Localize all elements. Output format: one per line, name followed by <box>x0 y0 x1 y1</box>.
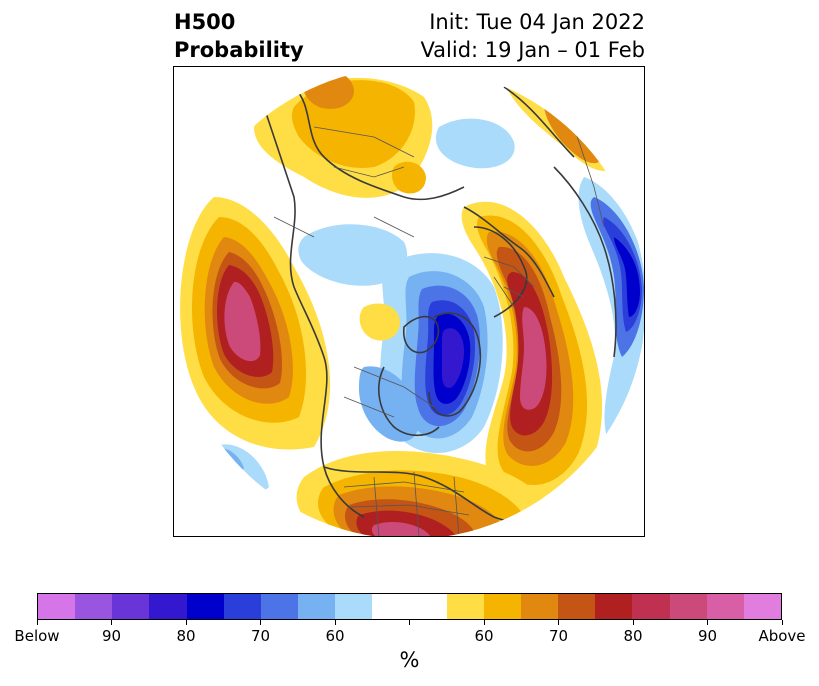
colorbar-tick-label: 90 <box>697 627 718 645</box>
warm-region-south <box>371 522 431 536</box>
warm-region-west <box>224 281 261 362</box>
colorbar-swatch <box>632 594 670 619</box>
colorbar-tick-label: Below <box>14 627 60 645</box>
warm-region-center <box>359 303 400 341</box>
valid-range: Valid: 19 Jan – 01 Feb <box>420 38 645 62</box>
colorbar-swatch <box>483 594 522 619</box>
colorbar-tick <box>483 620 485 625</box>
colorbar-tick-label: Above <box>758 627 806 645</box>
country-borders <box>273 126 605 536</box>
colorbar-tick-label: 80 <box>176 627 196 645</box>
map-panel <box>173 66 645 537</box>
colorbar-tick <box>334 620 336 625</box>
cold-region-central-south <box>359 366 420 442</box>
colorbar-tick <box>36 620 38 625</box>
colorbar <box>37 593 782 620</box>
cold-region-east <box>614 237 640 317</box>
colorbar-tick-label: 60 <box>325 627 345 645</box>
colorbar-swatch <box>669 594 707 619</box>
title-right: Init: Tue 04 Jan 2022 Valid: 19 Jan – 01… <box>420 8 645 64</box>
cold-region-west <box>298 224 408 286</box>
colorbar-tick-label: 60 <box>474 627 494 645</box>
colorbar-tick-label: 70 <box>250 627 271 645</box>
colorbar-swatch <box>260 594 299 619</box>
colorbar-swatch <box>446 594 484 619</box>
warm-region-northeast <box>544 107 599 164</box>
title-left: H500 Probability <box>174 8 304 64</box>
colorbar-swatch <box>112 594 150 619</box>
colorbar-tick <box>781 620 783 625</box>
colorbar-tick <box>185 620 187 625</box>
colorbar-swatch <box>743 594 782 619</box>
warm-region-east <box>520 307 547 410</box>
cold-region-central <box>442 328 464 388</box>
colorbar-tick <box>632 620 634 625</box>
colorbar-swatch <box>558 594 596 619</box>
colorbar-swatch <box>223 594 261 619</box>
cold-region-north <box>435 118 515 169</box>
colorbar-swatch <box>372 594 447 619</box>
title-product: Probability <box>174 38 304 62</box>
colorbar-swatch <box>298 594 336 619</box>
colorbar-swatch <box>706 594 744 619</box>
colorbar-tick-label: 90 <box>101 627 122 645</box>
colorbar-swatch <box>521 594 559 619</box>
colorbar-swatch <box>38 594 76 619</box>
warm-region-north <box>392 161 426 194</box>
probability-map <box>174 67 644 536</box>
colorbar-tick <box>111 620 112 625</box>
title-variable: H500 <box>174 10 236 34</box>
init-date: Init: Tue 04 Jan 2022 <box>429 10 645 34</box>
colorbar-swatch <box>595 594 633 619</box>
colorbar-swatch <box>75 594 113 619</box>
colorbar-swatch <box>335 594 373 619</box>
colorbar-unit-label: % <box>399 648 420 672</box>
colorbar-tick <box>558 620 559 625</box>
colorbar-swatch <box>149 594 187 619</box>
colorbar-tick <box>409 620 410 625</box>
colorbar-tick-label: 80 <box>623 627 643 645</box>
colorbar-tick <box>260 620 261 625</box>
colorbar-ticks: Below 90 80 70 60 60 70 80 90 Above <box>14 620 806 645</box>
colorbar-tick-label: 70 <box>548 627 569 645</box>
colorbar-tick <box>707 620 708 625</box>
colorbar-swatch <box>186 594 224 619</box>
